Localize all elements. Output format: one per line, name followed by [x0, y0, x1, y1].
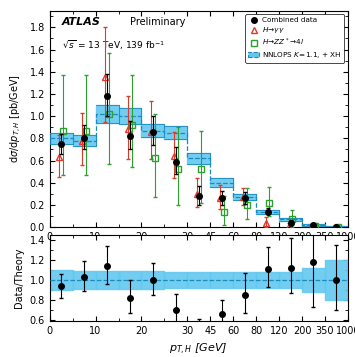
Y-axis label: Data/Theory: Data/Theory — [14, 248, 24, 308]
Bar — [210, 178, 233, 187]
Legend: Combined data, $H\!\rightarrow\!\gamma\gamma$, $H\!\rightarrow\!ZZ^*\!\rightarro: Combined data, $H\!\rightarrow\!\gamma\g… — [245, 14, 344, 63]
Bar — [187, 272, 210, 288]
Bar — [233, 195, 256, 200]
Bar — [73, 135, 95, 146]
Bar — [187, 153, 210, 164]
Bar — [50, 270, 73, 290]
Bar — [119, 271, 141, 289]
Bar — [256, 210, 279, 213]
Y-axis label: d$\sigma$/d$p_{T,H}$ [pb/GeV]: d$\sigma$/d$p_{T,H}$ [pb/GeV] — [9, 75, 24, 164]
Bar — [73, 271, 95, 289]
Bar — [325, 226, 348, 227]
Bar — [141, 271, 164, 289]
Bar — [302, 224, 325, 226]
Bar — [279, 218, 302, 221]
Bar — [302, 268, 325, 292]
Bar — [95, 105, 119, 123]
Bar — [325, 260, 348, 300]
Text: Preliminary: Preliminary — [130, 17, 186, 27]
Bar — [141, 124, 164, 137]
Bar — [95, 271, 119, 289]
Bar — [164, 126, 187, 140]
Bar — [210, 272, 233, 288]
Bar — [233, 272, 256, 288]
Bar — [256, 272, 279, 288]
Bar — [279, 272, 302, 288]
Bar — [50, 133, 73, 144]
Bar — [164, 272, 187, 288]
Bar — [119, 109, 141, 124]
Text: $\sqrt{s}$ = 13 TeV, 139 fb$^{-1}$: $\sqrt{s}$ = 13 TeV, 139 fb$^{-1}$ — [62, 39, 165, 52]
X-axis label: $p_{T,H}$ [GeV]: $p_{T,H}$ [GeV] — [169, 342, 228, 357]
Text: ATLAS: ATLAS — [62, 17, 100, 27]
